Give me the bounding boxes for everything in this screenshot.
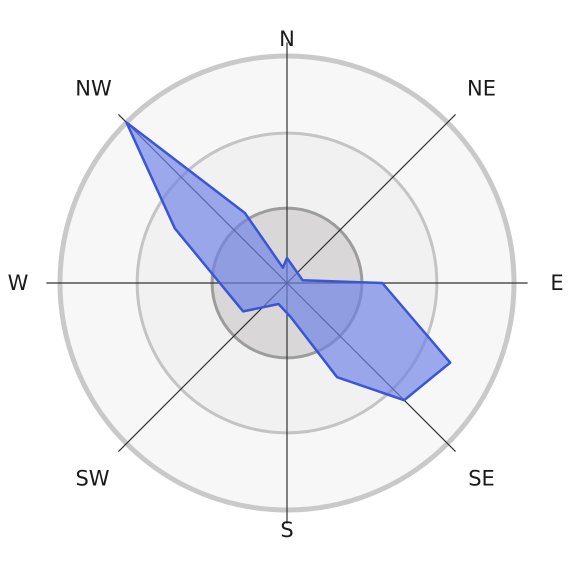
direction-labels: N NE E SE S SW W NW <box>8 27 564 542</box>
label-n: N <box>279 27 295 51</box>
label-s: S <box>280 518 293 542</box>
label-w: W <box>8 271 29 295</box>
label-se: SE <box>468 467 495 491</box>
label-ne: NE <box>467 77 496 101</box>
label-nw: NW <box>75 77 112 101</box>
label-e: E <box>550 271 563 295</box>
series-polygon <box>125 121 452 402</box>
label-sw: SW <box>75 467 109 491</box>
axis-ne <box>286 114 456 284</box>
axis-sw <box>118 282 288 452</box>
series-layer <box>125 121 452 402</box>
